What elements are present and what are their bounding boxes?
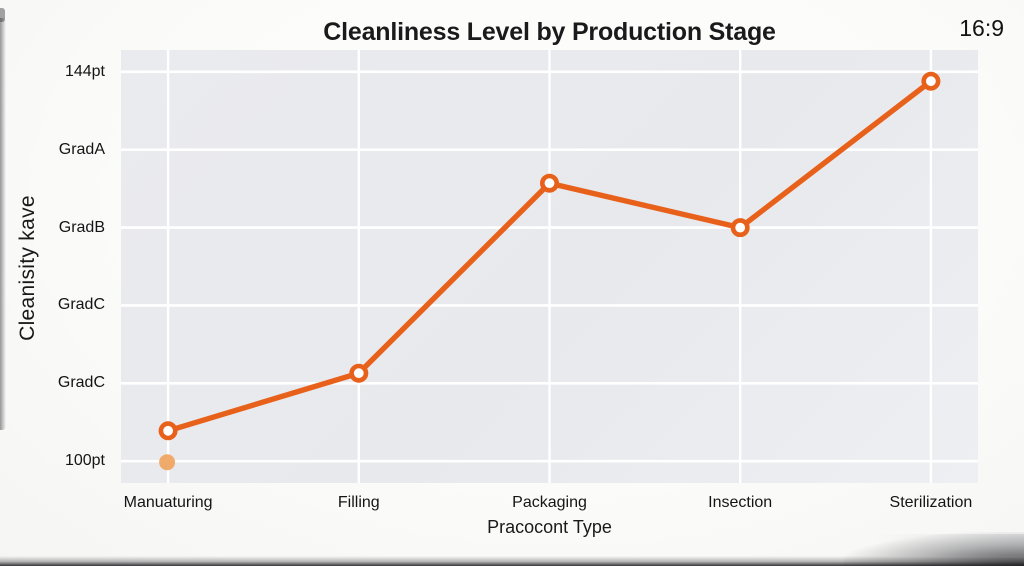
- line-chart-canvas: [121, 50, 978, 483]
- y-axis-tick-labels: 100pt GradC GradC GradB GradA 144pt: [0, 50, 111, 483]
- data-point-marker: [158, 421, 178, 441]
- data-point-marker: [349, 363, 369, 383]
- x-tick-label: Sterilization: [889, 494, 973, 511]
- y-tick-label: 144pt: [64, 62, 105, 80]
- x-tick-label: Filling: [337, 494, 380, 511]
- y-tick-label: GradC: [57, 296, 105, 314]
- x-tick-label: Manuaturing: [123, 494, 213, 511]
- data-point-marker: [539, 173, 559, 193]
- y-tick-label: GradC: [57, 374, 105, 392]
- aspect-ratio-label: 16:9: [959, 15, 1004, 41]
- data-point-marker: [730, 218, 750, 238]
- y-tick-label: GradA: [58, 140, 105, 158]
- x-axis-tick-labels: Manuaturing Filling Packaging Insection Ster…: [121, 483, 978, 513]
- x-tick-label: Packaging: [512, 494, 587, 511]
- y-tick-label: GradB: [58, 218, 105, 236]
- top-left-edge-mark: [0, 8, 5, 22]
- x-axis-title: Pracocont Type: [487, 517, 612, 537]
- data-point-marker: [921, 71, 941, 91]
- stray-data-dot: [159, 454, 176, 471]
- y-tick-label: 100pt: [64, 452, 105, 470]
- chart-title: Cleanliness Level by Production Stage: [323, 18, 776, 46]
- plot-area: [121, 50, 978, 483]
- bottom-edge-shadow: [0, 556, 1024, 566]
- x-tick-label: Insection: [708, 494, 773, 511]
